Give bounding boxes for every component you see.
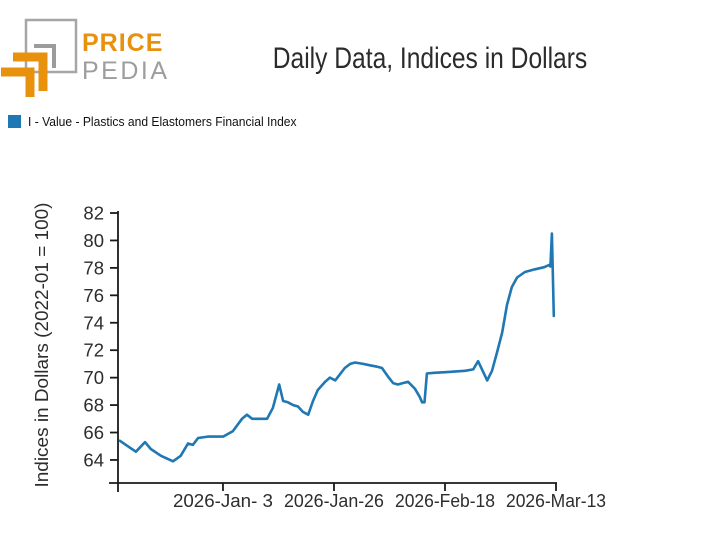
chart-title: Daily Data, Indices in Dollars: [272, 42, 588, 75]
y-tick-label: 64: [83, 449, 104, 470]
brand-wordmark: PRICE PEDIA: [82, 31, 170, 84]
y-tick-label: 82: [83, 203, 104, 224]
y-tick-label: 68: [83, 395, 104, 416]
y-tick-label: 66: [83, 422, 104, 443]
legend-label: I - Value - Plastics and Elastomers Fina…: [28, 114, 297, 129]
y-tick-label: 72: [83, 340, 104, 361]
y-tick-label: 70: [83, 367, 104, 388]
x-tick-label: 2026-Jan- 3: [173, 490, 273, 511]
y-tick-label: 76: [83, 285, 104, 306]
y-tick-label: 80: [83, 230, 104, 251]
pricepedia-logo-icon: [1, 18, 78, 97]
series-line: [118, 232, 556, 463]
legend: I - Value - Plastics and Elastomers Fina…: [8, 114, 317, 129]
brand-pedia: PEDIA: [82, 57, 170, 85]
brand-price: PRICE: [82, 29, 164, 57]
legend-swatch: [8, 115, 21, 128]
y-axis-title: Indices in Dollars (2022-01 = 100): [32, 203, 52, 488]
y-tick-label: 78: [83, 257, 104, 278]
pricepedia-logo: PRICE PEDIA: [0, 0, 230, 110]
x-tick-label: 2026-Feb-18: [395, 490, 495, 511]
y-tick-label: 74: [83, 312, 104, 333]
x-tick-label: 2026-Jan-26: [284, 490, 384, 511]
x-tick-label: 2026-Mar-13: [506, 490, 606, 511]
